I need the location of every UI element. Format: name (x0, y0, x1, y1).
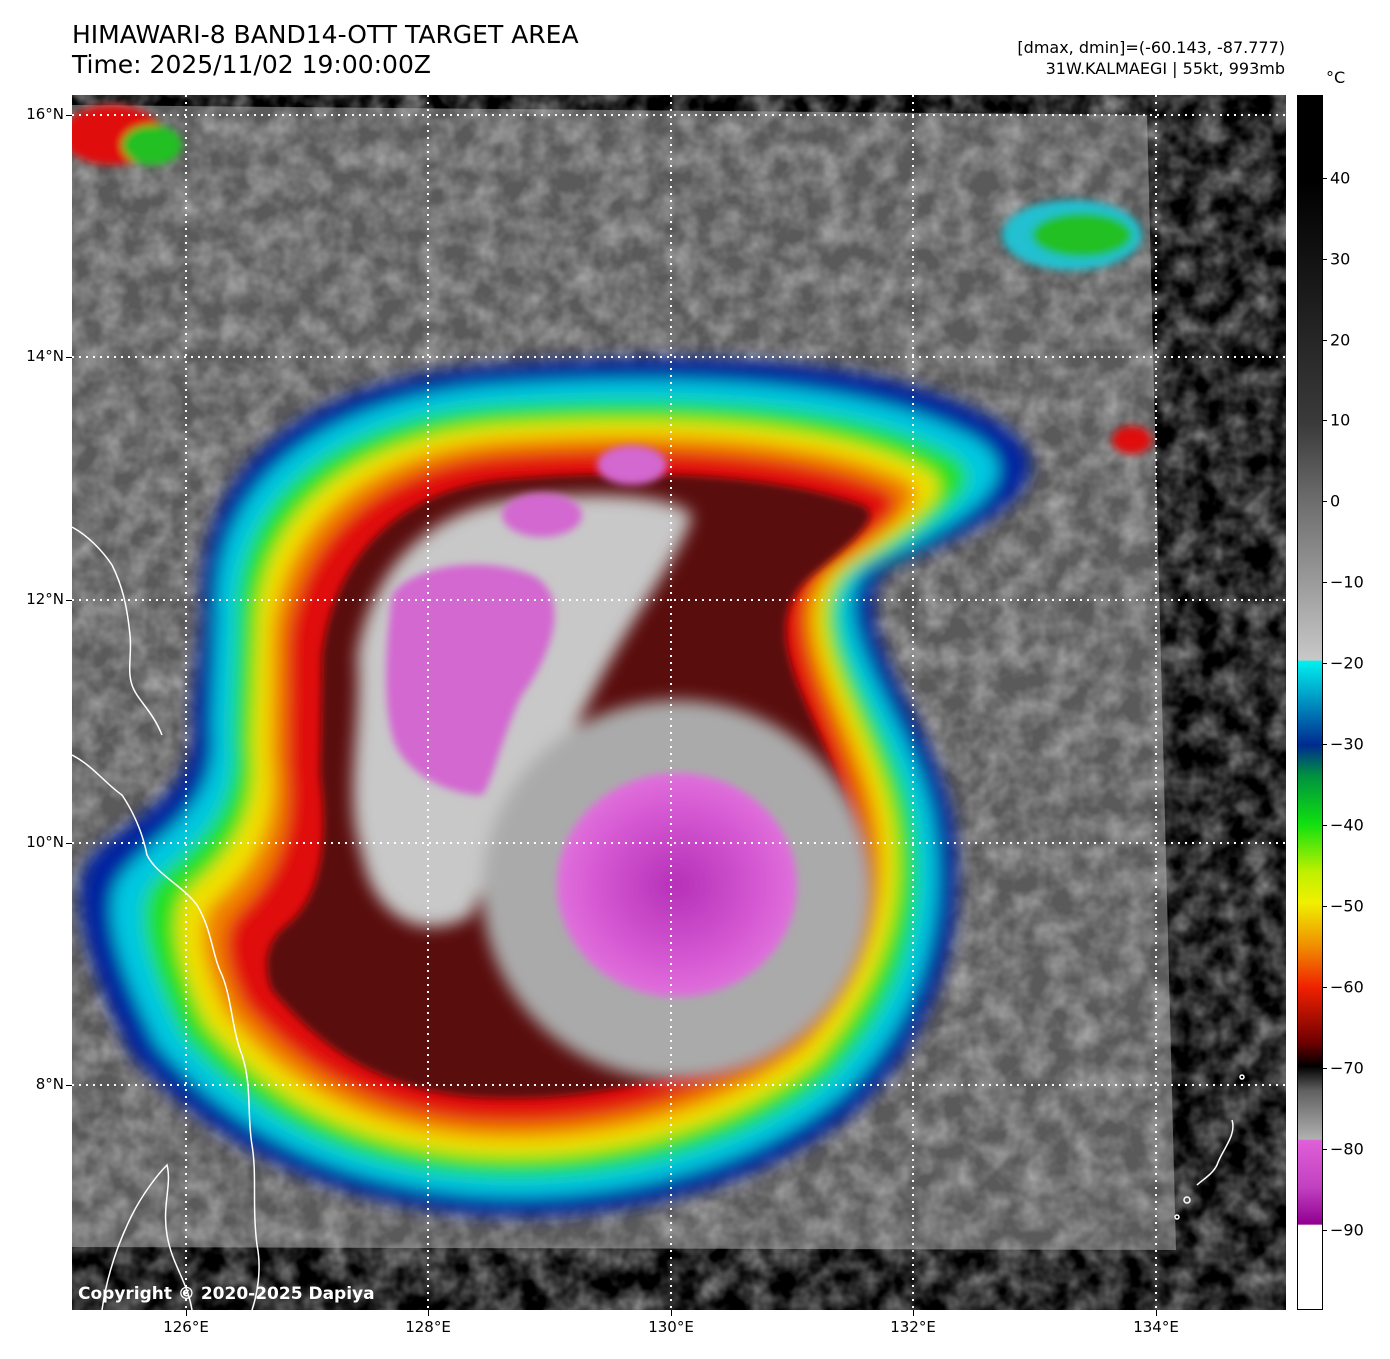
lat-label-10n: 10°N (26, 833, 64, 851)
colorbar-label-minus70: −70 (1330, 1058, 1364, 1078)
colorbar-label-minus90: −90 (1330, 1220, 1364, 1240)
colorbar-unit: °C (1326, 68, 1346, 87)
colorbar-label-0: 0 (1330, 491, 1341, 511)
lon-label-126e: 126°E (163, 1318, 209, 1336)
infrared-imagery (72, 95, 1286, 1310)
colorbar-label-30: 30 (1330, 249, 1351, 269)
colorbar-label-10: 10 (1330, 410, 1351, 430)
colorbar-label-minus60: −60 (1330, 977, 1364, 997)
colorbar-label-minus50: −50 (1330, 896, 1364, 916)
coastlines (72, 526, 1245, 1310)
lat-label-14n: 14°N (26, 347, 64, 365)
lat-label-8n: 8°N (35, 1075, 64, 1093)
copyright-text: Copyright © 2020-2025 Dapiya (78, 1284, 375, 1304)
lon-label-130e: 130°E (648, 1318, 694, 1336)
colorbar (1297, 95, 1323, 1310)
colorbar-label-40: 40 (1330, 168, 1351, 188)
colorbar-label-20: 20 (1330, 330, 1351, 350)
lat-label-16n: 16°N (26, 105, 64, 123)
storm-info-label: 31W.KALMAEGI | 55kt, 993mb (1045, 59, 1285, 78)
plot-time: Time: 2025/11/02 19:00:00Z (72, 50, 431, 79)
lon-label-132e: 132°E (890, 1318, 936, 1336)
colorbar-label-minus20: −20 (1330, 653, 1364, 673)
colorbar-label-minus80: −80 (1330, 1139, 1364, 1159)
colorbar-label-minus30: −30 (1330, 734, 1364, 754)
dmax-dmin-label: [dmax, dmin]=(-60.143, -87.777) (1017, 38, 1285, 57)
satellite-image: Copyright © 2020-2025 Dapiya (72, 95, 1286, 1310)
colorbar-label-minus10: −10 (1330, 572, 1364, 592)
plot-title: HIMAWARI-8 BAND14-OTT TARGET AREA (72, 20, 579, 49)
colorbar-label-minus40: −40 (1330, 815, 1364, 835)
lon-label-134e: 134°E (1133, 1318, 1179, 1336)
lon-label-128e: 128°E (405, 1318, 451, 1336)
lat-label-12n: 12°N (26, 590, 64, 608)
